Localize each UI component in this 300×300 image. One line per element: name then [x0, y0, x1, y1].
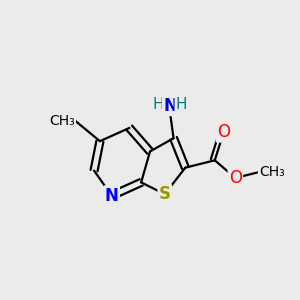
Text: CH₃: CH₃ — [49, 114, 75, 128]
Text: N: N — [163, 97, 177, 115]
Text: O: O — [229, 169, 242, 187]
Text: N: N — [105, 187, 119, 205]
Text: O: O — [217, 123, 230, 141]
Text: CH₃: CH₃ — [259, 165, 285, 179]
Text: H: H — [152, 97, 164, 112]
Text: H: H — [176, 97, 187, 112]
Text: S: S — [159, 185, 171, 203]
